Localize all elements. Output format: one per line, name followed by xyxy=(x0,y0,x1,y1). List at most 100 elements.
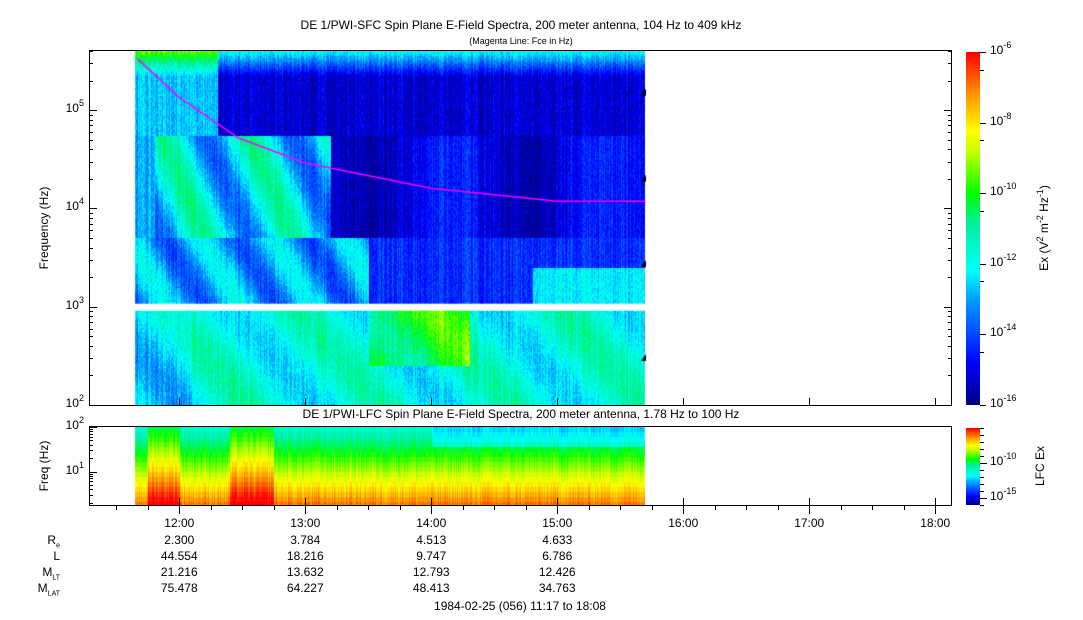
y-minor-tick xyxy=(89,247,93,249)
time-tick-label: 14:00 xyxy=(416,516,447,530)
top-chart-subtitle: (Magenta Line: Fce in Hz) xyxy=(469,36,573,46)
y-minor-tick xyxy=(89,277,93,279)
y-minor-tick xyxy=(89,489,93,491)
colorbar-minor-tick xyxy=(980,435,984,436)
y-tick-label: 102 xyxy=(65,393,84,411)
y-minor-tick xyxy=(89,473,93,475)
y-minor-tick xyxy=(89,311,93,313)
bottom-chart-title: DE 1/PWI-LFC Spin Plane E-Field Spectra,… xyxy=(302,407,740,421)
y-minor-tick xyxy=(89,375,93,377)
ephemeris-value: 44.554 xyxy=(160,549,198,563)
y-major-tick xyxy=(89,306,97,308)
time-tick-label: 18:00 xyxy=(920,516,951,530)
time-major-tick xyxy=(179,506,181,514)
y-minor-tick xyxy=(89,358,93,360)
y-minor-tick xyxy=(89,475,93,477)
y-minor-tick xyxy=(89,63,93,65)
y-major-tick xyxy=(89,471,97,473)
time-minor-tick xyxy=(399,506,401,510)
ephemeris-value: 12.426 xyxy=(538,565,576,579)
y-major-tick xyxy=(89,208,97,210)
colorbar-minor-tick xyxy=(980,491,984,492)
y-minor-tick xyxy=(89,212,93,214)
colorbar-minor-tick xyxy=(980,352,984,354)
lfc-spectrogram xyxy=(89,427,951,505)
time-major-tick xyxy=(809,498,811,505)
colorbar-minor-tick xyxy=(980,484,984,485)
time-major-tick xyxy=(809,506,811,514)
time-tick-label: 16:00 xyxy=(668,516,699,530)
top-colorbar xyxy=(966,52,980,405)
y-minor-tick xyxy=(948,178,952,180)
time-tick-label: 17:00 xyxy=(794,516,825,530)
time-minor-tick xyxy=(273,506,275,510)
colorbar-minor-tick xyxy=(980,505,984,506)
bottom-colorbar-label: LFC Ex xyxy=(1033,445,1047,487)
y-minor-tick xyxy=(89,131,93,133)
time-major-tick xyxy=(431,398,433,405)
ephemeris-value: 2.300 xyxy=(164,533,195,547)
y-minor-tick xyxy=(948,311,952,313)
time-major-tick xyxy=(305,506,307,514)
y-minor-tick xyxy=(89,458,93,460)
colorbar-tick-label: 10-10 xyxy=(990,181,1017,199)
colorbar-minor-tick xyxy=(980,449,984,450)
y-minor-tick xyxy=(89,259,93,261)
y-minor-tick xyxy=(948,316,952,318)
top-colorbar-label: Ex (V2 m-2 Hz-1) xyxy=(1035,185,1051,271)
y-tick-label: 103 xyxy=(65,294,84,312)
y-minor-tick xyxy=(948,63,952,65)
time-tick-label: 13:00 xyxy=(290,516,321,530)
ephemeris-value: 21.216 xyxy=(160,565,198,579)
ephemeris-row-label: Re xyxy=(47,533,60,550)
time-major-tick xyxy=(935,506,937,514)
time-minor-tick xyxy=(116,506,118,510)
ephemeris-value: 3.784 xyxy=(290,533,321,547)
y-minor-tick xyxy=(89,316,93,318)
ephemeris-value: 4.633 xyxy=(542,533,573,547)
y-major-tick xyxy=(944,306,952,308)
colorbar-tick xyxy=(980,52,986,53)
time-minor-tick xyxy=(903,506,905,510)
y-minor-tick xyxy=(948,119,952,121)
time-minor-tick xyxy=(651,506,653,510)
time-minor-tick xyxy=(872,506,874,510)
y-minor-tick xyxy=(948,321,952,323)
colorbar-minor-tick xyxy=(980,69,984,71)
colorbar-minor-tick xyxy=(980,456,984,457)
time-minor-tick xyxy=(714,506,716,510)
top-y-axis-label: Frequency (Hz) xyxy=(37,186,51,270)
time-minor-tick xyxy=(242,506,244,510)
time-tick-label: 15:00 xyxy=(542,516,573,530)
y-minor-tick xyxy=(89,161,93,163)
y-tick-label: 102 xyxy=(65,415,84,433)
ephemeris-value: 13.632 xyxy=(286,565,324,579)
y-minor-tick xyxy=(948,259,952,261)
colorbar-tick xyxy=(980,498,987,499)
y-minor-tick xyxy=(89,80,93,82)
sfc-spectrogram xyxy=(89,50,951,405)
bottom-y-axis-label: Freq (Hz) xyxy=(37,440,51,492)
y-minor-tick xyxy=(89,494,93,496)
colorbar-minor-tick xyxy=(980,210,984,212)
y-minor-tick xyxy=(89,125,93,127)
y-minor-tick xyxy=(89,450,93,452)
colorbar-minor-tick xyxy=(980,140,984,142)
y-minor-tick xyxy=(948,238,952,239)
time-major-tick xyxy=(809,398,811,405)
y-minor-tick xyxy=(948,328,952,330)
time-major-tick xyxy=(557,506,559,514)
y-minor-tick xyxy=(948,277,952,279)
y-minor-tick xyxy=(948,139,952,141)
y-minor-tick xyxy=(948,161,952,163)
time-minor-tick xyxy=(777,506,779,510)
y-minor-tick xyxy=(89,444,93,446)
y-minor-tick xyxy=(89,485,93,486)
y-major-tick xyxy=(944,405,952,406)
y-minor-tick xyxy=(948,223,952,225)
y-minor-tick xyxy=(89,429,93,431)
y-major-tick xyxy=(944,110,952,112)
colorbar-tick xyxy=(980,122,986,124)
ephemeris-row-label: MLAT xyxy=(37,581,60,598)
time-major-tick xyxy=(935,398,937,405)
